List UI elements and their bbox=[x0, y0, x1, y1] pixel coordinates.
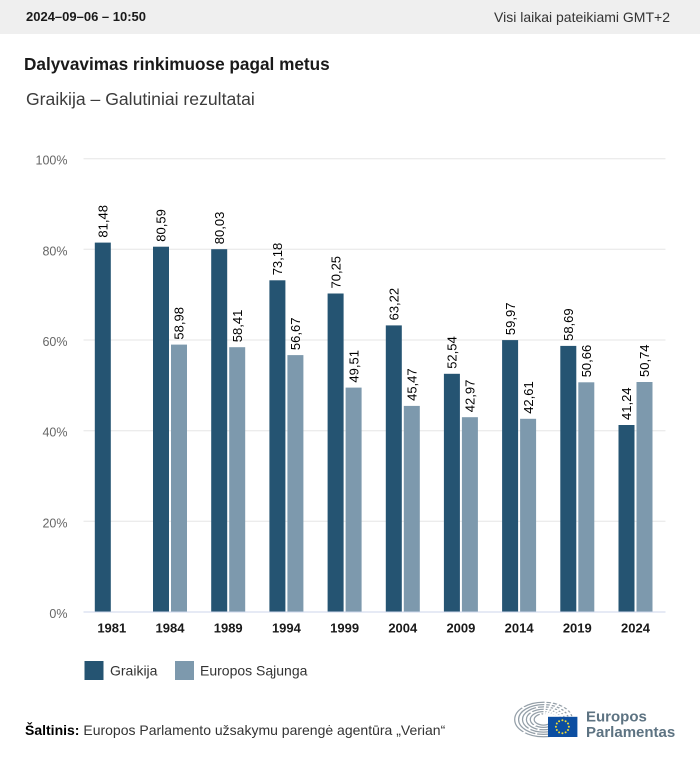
svg-text:1984: 1984 bbox=[156, 620, 186, 635]
svg-text:52,54: 52,54 bbox=[445, 336, 460, 369]
svg-text:58,98: 58,98 bbox=[172, 307, 187, 340]
svg-text:80,03: 80,03 bbox=[212, 212, 227, 245]
svg-text:Europos: Europos bbox=[586, 708, 647, 725]
svg-text:20%: 20% bbox=[42, 516, 67, 530]
svg-text:1989: 1989 bbox=[214, 620, 243, 635]
svg-text:81,48: 81,48 bbox=[96, 205, 111, 238]
svg-text:2009: 2009 bbox=[446, 620, 475, 635]
svg-text:2004: 2004 bbox=[388, 620, 418, 635]
svg-text:Parlamentas: Parlamentas bbox=[586, 724, 675, 741]
svg-text:50,74: 50,74 bbox=[637, 344, 652, 377]
svg-text:1981: 1981 bbox=[97, 620, 126, 635]
svg-text:Europos Sąjunga: Europos Sąjunga bbox=[200, 663, 308, 679]
svg-text:1994: 1994 bbox=[272, 620, 302, 635]
svg-text:80%: 80% bbox=[42, 244, 67, 258]
svg-text:2019: 2019 bbox=[563, 620, 592, 635]
svg-text:Graikija: Graikija bbox=[110, 663, 158, 679]
svg-text:0%: 0% bbox=[49, 607, 67, 621]
svg-text:40%: 40% bbox=[42, 426, 67, 440]
svg-text:58,69: 58,69 bbox=[561, 308, 576, 341]
svg-text:45,47: 45,47 bbox=[404, 368, 419, 401]
svg-text:50,66: 50,66 bbox=[579, 345, 594, 378]
svg-text:80,59: 80,59 bbox=[154, 209, 169, 242]
svg-text:100%: 100% bbox=[36, 154, 68, 168]
svg-text:2024: 2024 bbox=[621, 620, 651, 635]
svg-text:42,97: 42,97 bbox=[463, 380, 478, 413]
svg-text:42,61: 42,61 bbox=[521, 381, 536, 414]
svg-text:63,22: 63,22 bbox=[386, 288, 401, 321]
svg-text:59,97: 59,97 bbox=[503, 303, 518, 336]
svg-text:73,18: 73,18 bbox=[270, 243, 285, 276]
svg-text:1999: 1999 bbox=[330, 620, 359, 635]
svg-text:49,51: 49,51 bbox=[346, 350, 361, 383]
svg-text:56,67: 56,67 bbox=[288, 318, 303, 351]
svg-text:70,25: 70,25 bbox=[328, 256, 343, 289]
svg-text:41,24: 41,24 bbox=[619, 387, 634, 420]
svg-text:60%: 60% bbox=[42, 335, 67, 349]
svg-text:58,41: 58,41 bbox=[230, 310, 245, 343]
svg-text:2014: 2014 bbox=[505, 620, 535, 635]
